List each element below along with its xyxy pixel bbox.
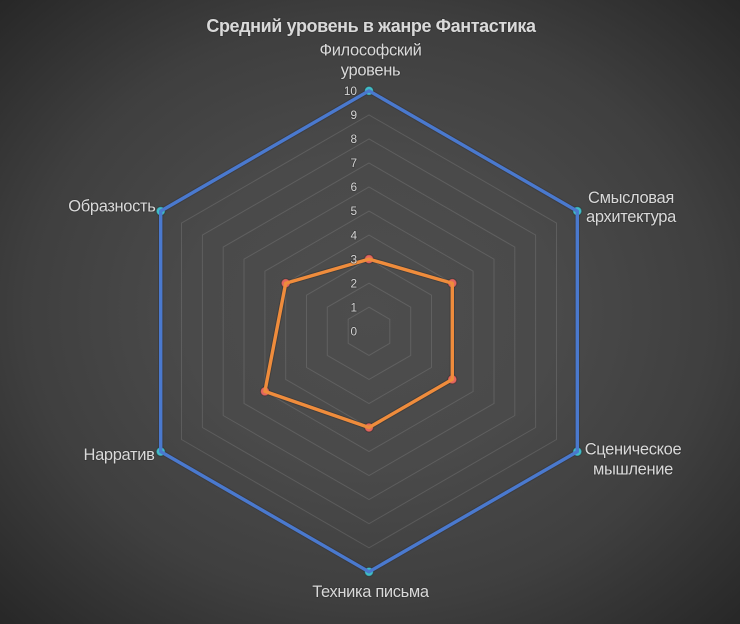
svg-text:4: 4 xyxy=(350,228,357,242)
svg-text:0: 0 xyxy=(350,325,357,339)
svg-text:мышление: мышление xyxy=(593,461,673,479)
svg-text:9: 9 xyxy=(350,108,357,122)
svg-text:Техника письма: Техника письма xyxy=(312,583,430,601)
svg-text:Философский: Философский xyxy=(320,41,422,59)
svg-text:Образность: Образность xyxy=(68,198,155,216)
svg-text:10: 10 xyxy=(344,84,358,98)
svg-text:1: 1 xyxy=(350,300,357,314)
svg-text:6: 6 xyxy=(350,180,357,194)
svg-text:5: 5 xyxy=(350,204,357,218)
svg-text:архитектура: архитектура xyxy=(586,208,677,226)
svg-text:Сценическое: Сценическое xyxy=(585,441,682,459)
svg-text:8: 8 xyxy=(350,132,357,146)
svg-text:Средний уровень в жанре Фантас: Средний уровень в жанре Фантастика xyxy=(206,16,537,36)
svg-text:2: 2 xyxy=(350,276,357,290)
svg-text:Нарратив: Нарратив xyxy=(84,446,156,464)
svg-text:уровень: уровень xyxy=(341,61,400,79)
svg-text:7: 7 xyxy=(350,156,357,170)
svg-text:Смысловая: Смысловая xyxy=(588,189,674,207)
svg-text:3: 3 xyxy=(350,252,357,266)
